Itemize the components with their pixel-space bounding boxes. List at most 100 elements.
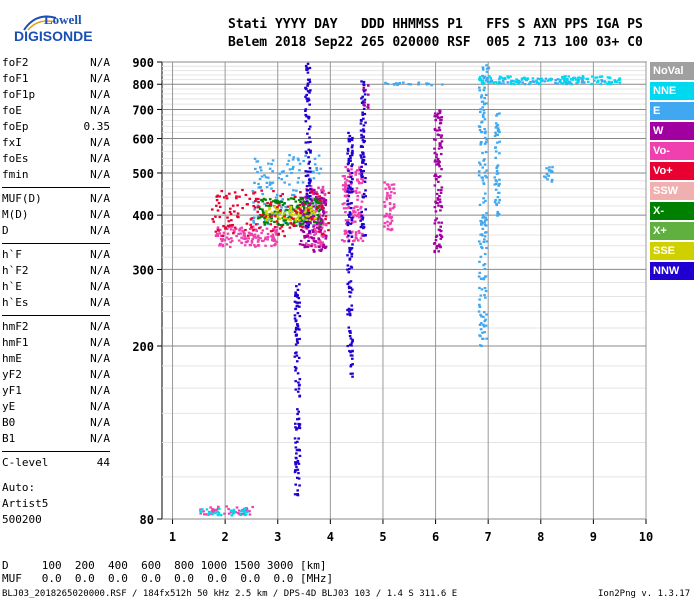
echo-point <box>238 229 241 232</box>
echo-point <box>312 237 316 240</box>
param-name: M(D) <box>2 208 29 221</box>
echo-point <box>223 512 226 515</box>
echo-point <box>297 462 301 465</box>
echo-point <box>311 212 315 215</box>
echo-point <box>275 220 279 223</box>
echo-point <box>348 330 352 333</box>
echo-point <box>278 204 281 207</box>
echo-point <box>292 221 296 225</box>
echo-point <box>254 236 258 239</box>
echo-point <box>362 169 365 173</box>
echo-point <box>484 296 487 299</box>
echo-point <box>298 395 301 398</box>
echo-point <box>351 216 354 219</box>
echo-point <box>482 159 485 162</box>
echo-point <box>319 249 323 252</box>
echo-point <box>485 212 488 215</box>
echo-point <box>312 248 315 252</box>
echo-point <box>482 76 486 80</box>
echo-point <box>481 166 485 169</box>
echo-point <box>384 187 387 190</box>
echo-point <box>440 83 444 86</box>
echo-point <box>386 227 390 231</box>
echo-point <box>294 219 298 222</box>
echo-point <box>299 211 303 215</box>
echo-point <box>270 214 273 217</box>
echo-point <box>319 240 322 243</box>
echo-point <box>350 344 353 347</box>
echo-point <box>297 176 300 180</box>
echo-point <box>595 76 599 79</box>
echo-point <box>618 81 622 84</box>
echo-point <box>223 239 227 242</box>
echo-point <box>315 190 319 194</box>
echo-point <box>312 223 316 227</box>
echo-point <box>493 176 497 179</box>
echo-point <box>304 108 308 111</box>
echo-point <box>298 383 301 386</box>
echo-point <box>215 199 219 202</box>
echo-point <box>571 78 574 81</box>
echo-point <box>307 117 310 120</box>
echo-point <box>481 337 484 340</box>
echo-point <box>308 167 312 170</box>
echo-point <box>264 204 268 207</box>
echo-point <box>346 198 350 201</box>
param-separator <box>2 315 110 316</box>
echo-point <box>307 115 310 118</box>
echo-point <box>296 288 300 291</box>
echo-point <box>484 216 487 219</box>
echo-point <box>277 232 280 235</box>
echo-point <box>304 95 307 98</box>
echo-point <box>305 227 309 230</box>
echo-point <box>347 161 350 165</box>
echo-point <box>383 205 387 208</box>
echo-point <box>303 203 306 206</box>
echo-point <box>349 291 353 294</box>
legend-item: Vo- <box>650 142 694 160</box>
echo-point <box>346 152 349 155</box>
echo-point <box>358 231 361 234</box>
echo-point <box>439 229 443 233</box>
echo-point <box>606 82 609 85</box>
echo-point <box>299 223 303 226</box>
echo-point <box>348 230 351 233</box>
echo-point <box>295 449 299 452</box>
echo-point <box>478 305 482 309</box>
echo-cluster <box>493 112 501 217</box>
echo-point <box>318 199 322 202</box>
echo-point <box>309 151 312 154</box>
echo-point <box>610 80 614 84</box>
echo-point <box>220 239 224 243</box>
echo-point <box>350 202 353 205</box>
echo-point <box>434 174 438 177</box>
echo-point <box>255 229 258 233</box>
echo-point <box>484 130 487 133</box>
echo-point <box>311 202 315 205</box>
echo-point <box>600 79 603 82</box>
echo-point <box>478 271 482 274</box>
echo-point <box>291 158 295 161</box>
echo-point <box>324 218 327 221</box>
echo-point <box>385 194 389 197</box>
echo-point <box>292 224 296 228</box>
echo-point <box>296 390 300 393</box>
echo-point <box>359 219 362 222</box>
echo-point <box>215 232 219 236</box>
echo-point <box>318 208 322 211</box>
echo-point <box>346 149 350 152</box>
echo-point <box>514 80 518 84</box>
echo-point <box>478 298 481 301</box>
echo-point <box>483 275 487 278</box>
echo-point <box>312 250 316 253</box>
echo-point <box>307 99 311 102</box>
echo-point <box>307 127 311 131</box>
echo-point <box>507 76 510 79</box>
echo-point <box>492 81 495 84</box>
echo-point <box>349 280 353 283</box>
echo-point <box>320 234 324 237</box>
echo-point <box>295 340 299 343</box>
echo-point <box>346 344 350 348</box>
echo-point <box>268 181 272 184</box>
echo-point <box>318 195 321 198</box>
